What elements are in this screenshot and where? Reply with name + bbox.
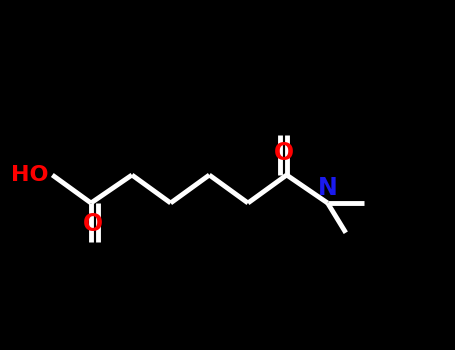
- Text: N: N: [318, 176, 338, 200]
- Text: O: O: [83, 212, 103, 236]
- Text: O: O: [274, 141, 294, 165]
- Text: HO: HO: [11, 165, 49, 185]
